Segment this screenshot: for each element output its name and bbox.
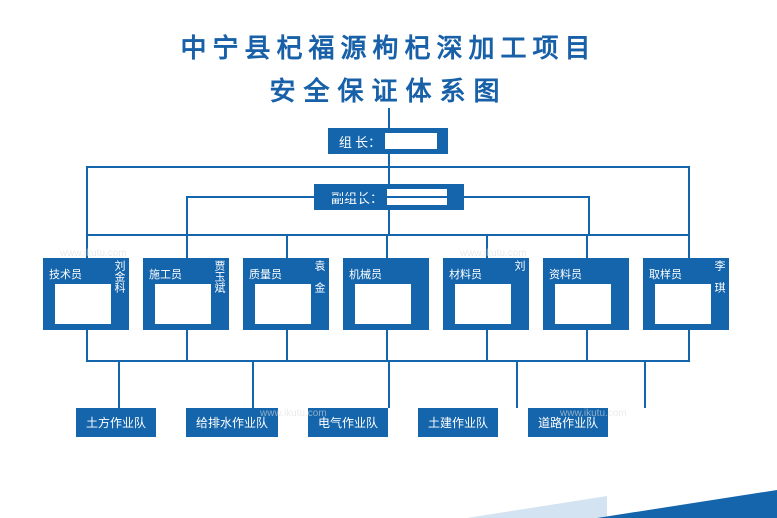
photo-slot (255, 284, 311, 324)
role-box: 资料员 (543, 258, 629, 330)
photo-slot (55, 284, 111, 324)
teams-row: 土方作业队 给排水作业队 电气作业队 土建作业队 道路作业队 (76, 408, 608, 437)
connector (688, 330, 690, 360)
chart-title: 中宁县杞福源枸杞深加工项目 安全保证体系图 (0, 0, 777, 108)
connector (516, 360, 518, 408)
role-name (613, 260, 625, 282)
connector (586, 330, 588, 360)
photo-slot (655, 284, 711, 324)
team-box: 土建作业队 (418, 408, 498, 437)
role-label: 取样员 (649, 266, 682, 282)
connector (388, 210, 390, 234)
title-line-1: 中宁县杞福源枸杞深加工项目 (0, 28, 777, 65)
connector (688, 166, 690, 236)
photo-slot (455, 284, 511, 324)
connector (386, 330, 388, 360)
connector (486, 234, 488, 258)
role-name: 刘金科 (113, 260, 125, 293)
leader-label: 组 长： (339, 132, 381, 151)
footer-deco-icon (467, 496, 607, 518)
role-box: 质量员 袁 金 (243, 258, 329, 330)
role-name: 袁 金 (313, 260, 325, 293)
connector (388, 108, 390, 128)
role-label: 技术员 (49, 266, 82, 282)
connector (86, 234, 88, 258)
role-name: 刘 (513, 260, 525, 282)
role-box: 取样员 李 琪 (643, 258, 729, 330)
role-label: 材料员 (449, 266, 482, 282)
connector (86, 166, 88, 236)
role-box: 材料员 刘 (443, 258, 529, 330)
connector (86, 330, 88, 360)
title-line-2: 安全保证体系图 (0, 71, 777, 108)
connector (486, 330, 488, 360)
role-label: 机械员 (349, 266, 382, 282)
connector (588, 196, 590, 236)
connector (388, 360, 390, 408)
role-label: 施工员 (149, 266, 182, 282)
connector (688, 234, 690, 258)
connector (286, 330, 288, 360)
connector (118, 360, 120, 408)
footer-deco-icon (597, 490, 777, 518)
leader-box: 组 长： (328, 128, 448, 154)
team-box: 土方作业队 (76, 408, 156, 437)
roles-row: 技术员 刘金科 施工员 贾玉斌 质量员 袁 金 机械员 材料员 刘 资料员 (43, 258, 729, 330)
connector (386, 234, 388, 258)
role-box: 技术员 刘金科 (43, 258, 129, 330)
connector (186, 330, 188, 360)
connector (252, 360, 254, 408)
team-box: 道路作业队 (528, 408, 608, 437)
team-box: 给排水作业队 (186, 408, 278, 437)
connector (586, 234, 588, 258)
role-label: 资料员 (549, 266, 582, 282)
connector-bus-roles (86, 234, 690, 236)
photo-slot (555, 284, 611, 324)
role-name: 贾玉斌 (213, 260, 225, 293)
leader-name-slot (385, 133, 437, 149)
role-box: 机械员 (343, 258, 429, 330)
connector-bus-mid (186, 196, 590, 198)
role-label: 质量员 (249, 266, 282, 282)
connector (186, 234, 188, 258)
role-name (413, 260, 425, 282)
role-box: 施工员 贾玉斌 (143, 258, 229, 330)
photo-slot (155, 284, 211, 324)
connector-bus-upper (86, 166, 690, 168)
connector (286, 234, 288, 258)
role-name: 李 琪 (713, 260, 725, 293)
connector (644, 360, 646, 408)
connector (186, 196, 188, 236)
photo-slot (355, 284, 411, 324)
connector (388, 154, 390, 184)
org-chart: 组 长： 副组长： 技术员 刘金科 施工员 贾玉斌 质量员 (0, 108, 777, 488)
team-box: 电气作业队 (308, 408, 388, 437)
